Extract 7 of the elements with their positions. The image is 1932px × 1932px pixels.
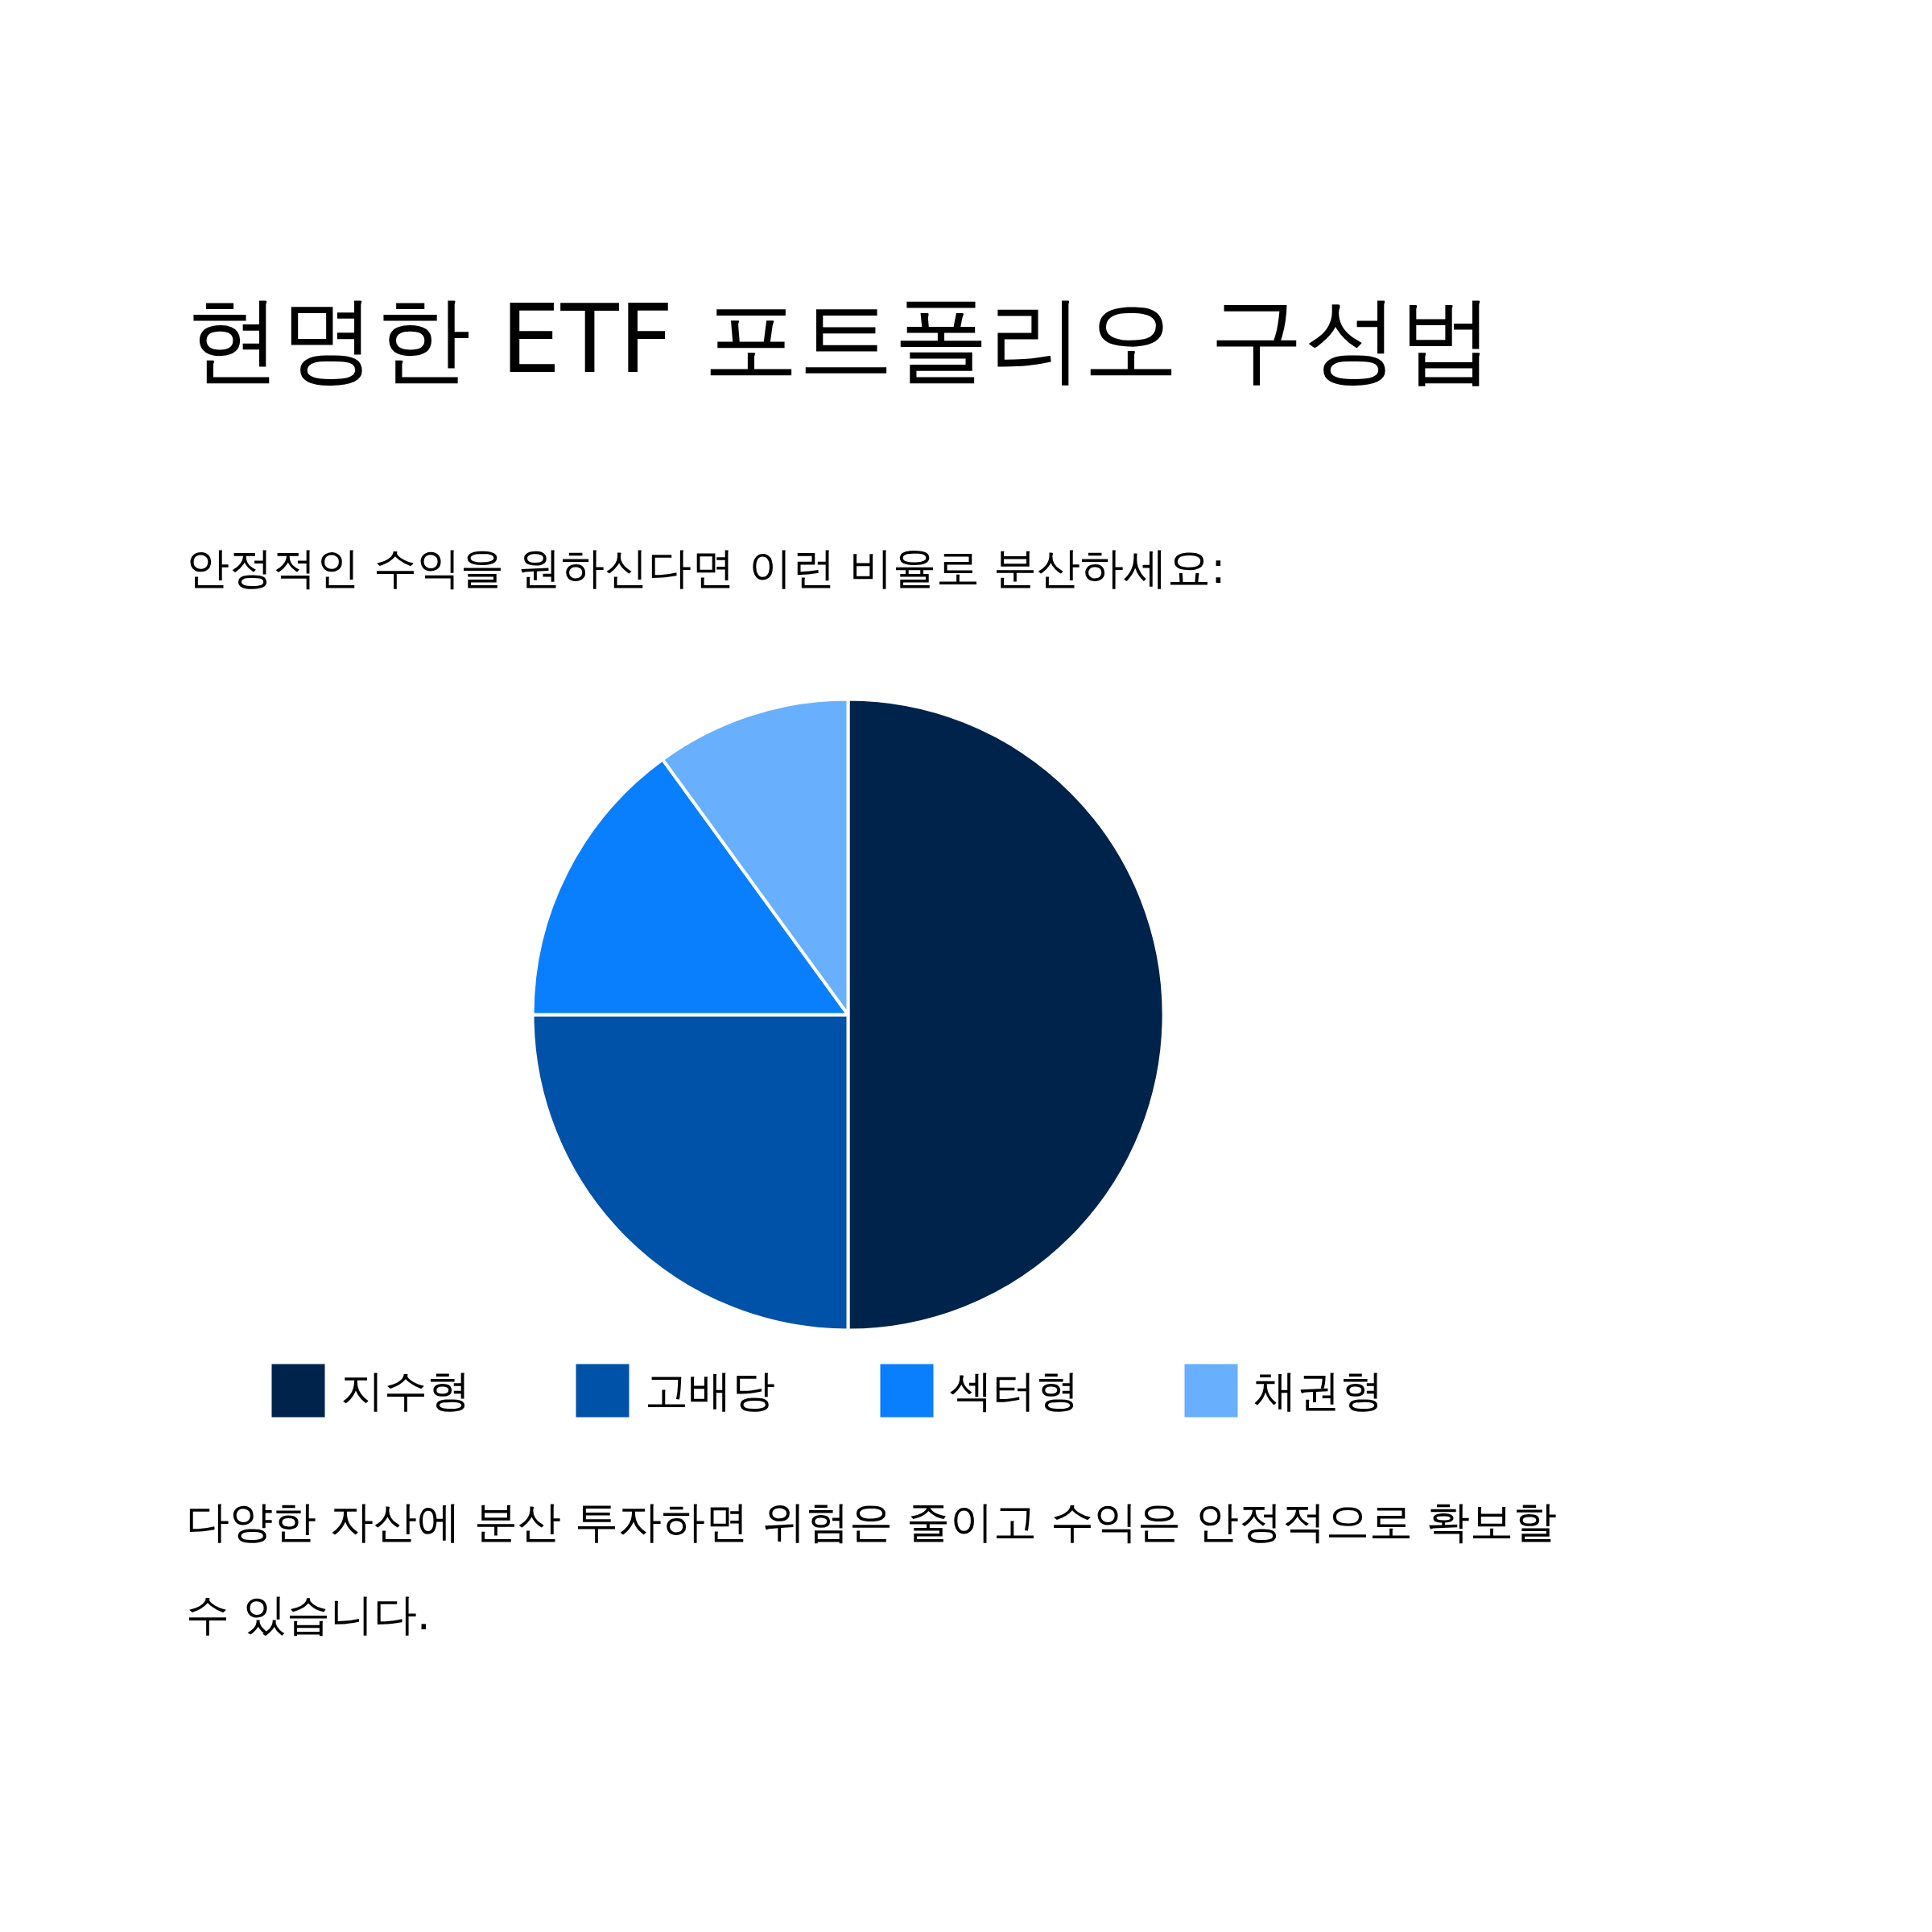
legend-label: 고배당 [644,1365,775,1416]
chart-subtitle: 안정적인 수익을 원하신다면 이런 비율로 분산하세요: [185,543,1226,593]
legend-label: 채권형 [1253,1365,1384,1416]
legend-label: 섹터형 [948,1365,1080,1416]
chart-title: 현명한 ETF 포트폴리오 구성법 [185,283,1494,394]
text: 다양한 자산에 분산 투자하면 위험은 줄이고 수익은 안정적으로 확보할 수 있습니다. [185,1496,1557,1640]
legend-label: 지수형 [340,1365,471,1416]
